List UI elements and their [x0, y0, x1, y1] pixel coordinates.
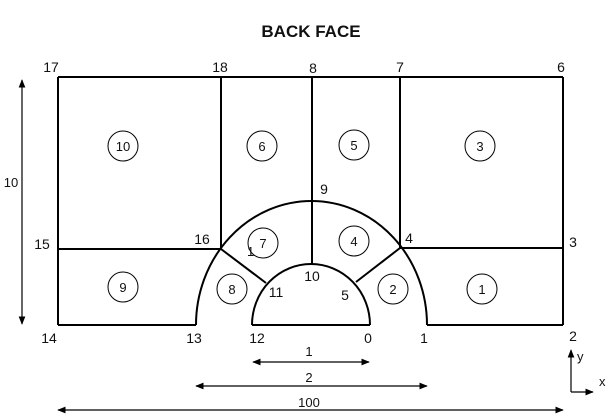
outer-boundary: [57, 76, 564, 326]
axis-indicator: y x: [567, 349, 606, 396]
block-labels: 1 2 3 4 5 6 7 8 9 10: [107, 129, 498, 305]
vertex-16: 16: [194, 231, 210, 247]
vertex-12: 12: [249, 330, 265, 346]
svg-text:3: 3: [476, 139, 483, 154]
block-10: 10: [107, 130, 139, 162]
y-axis-label: y: [577, 349, 584, 364]
svg-text:10: 10: [4, 175, 18, 190]
svg-text:1: 1: [305, 344, 312, 359]
svg-text:10: 10: [116, 139, 130, 154]
diagram-title: BACK FACE: [261, 22, 360, 41]
dimension-height: 10: [4, 79, 26, 325]
vertex-15: 15: [34, 236, 50, 252]
dimension-outer: 2: [195, 370, 428, 390]
block-2: 2: [377, 273, 409, 305]
vertex-18: 18: [212, 59, 228, 75]
block-7: 7: [247, 227, 279, 259]
vertex-2: 2: [569, 328, 577, 344]
stray-label: 1: [247, 244, 254, 259]
svg-text:2: 2: [389, 282, 396, 297]
block-3: 3: [464, 130, 496, 162]
svg-text:8: 8: [228, 282, 235, 297]
svg-text:6: 6: [258, 139, 265, 154]
svg-text:1: 1: [478, 282, 485, 297]
internal-edges: [58, 77, 563, 284]
block-9: 9: [107, 271, 139, 303]
vertex-9: 9: [320, 181, 328, 197]
block-8: 8: [216, 273, 248, 305]
dimension-inner: 1: [252, 344, 370, 366]
vertex-6: 6: [557, 59, 565, 75]
block-1: 1: [466, 273, 498, 305]
block-4: 4: [338, 225, 370, 257]
vertex-7: 7: [396, 59, 404, 75]
svg-text:4: 4: [350, 234, 357, 249]
dimension-total: 100: [57, 395, 564, 414]
svg-text:9: 9: [119, 280, 126, 295]
vertex-11: 11: [269, 284, 284, 300]
block-6: 6: [246, 130, 278, 162]
vertex-0: 0: [364, 330, 372, 346]
vertex-10: 10: [304, 268, 320, 284]
svg-text:2: 2: [305, 370, 312, 385]
vertex-4: 4: [405, 230, 413, 246]
svg-text:5: 5: [350, 138, 357, 153]
vertex-1: 1: [420, 330, 428, 346]
block-5: 5: [338, 129, 370, 161]
vertex-17: 17: [43, 59, 59, 75]
vertex-5: 5: [341, 287, 349, 303]
svg-text:7: 7: [259, 236, 266, 251]
vertex-3: 3: [569, 234, 577, 250]
x-axis-label: x: [599, 374, 606, 389]
vertex-13: 13: [186, 330, 202, 346]
vertex-8: 8: [309, 60, 317, 76]
vertex-labels: 0 1 2 3 4 5 6 7 8 9 10 11 12 13 14 15 16…: [34, 59, 577, 346]
svg-text:100: 100: [298, 395, 320, 410]
vertex-14: 14: [41, 330, 57, 346]
